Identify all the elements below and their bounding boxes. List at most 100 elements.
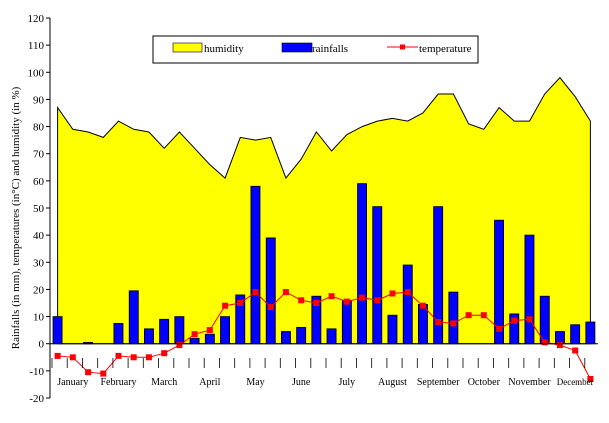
temperature-line-layer <box>54 289 594 382</box>
rainfall-bar <box>189 337 200 345</box>
rainfall-bar <box>555 331 565 345</box>
month-label: February <box>100 377 136 388</box>
rainfall-bar <box>113 322 124 345</box>
rainfall-bar <box>570 324 581 345</box>
y-axis-title: Rainfalls (in mm), temperatures (in°C) a… <box>10 86 22 349</box>
temperature-point <box>328 293 335 300</box>
y-tick-label: 50 <box>33 203 45 215</box>
legend: humidity rainfalls temperature <box>152 35 479 64</box>
humidity-area-layer <box>57 76 591 345</box>
rainfall-bar <box>280 331 291 345</box>
temperature-point <box>556 342 563 349</box>
y-tick-label: 120 <box>28 13 45 25</box>
rainfall-bar <box>52 316 63 345</box>
rainfall-bar <box>585 321 596 345</box>
temperature-point <box>176 342 183 349</box>
legend-swatch-humidity <box>172 42 203 53</box>
y-tick-label: 30 <box>33 257 45 269</box>
y-tick-label: 110 <box>28 40 45 52</box>
rainfall-bar <box>220 316 231 345</box>
legend-swatch-rainfalls <box>281 42 313 53</box>
temperature-point <box>496 325 503 332</box>
rainfall-bar <box>204 333 215 345</box>
temperature-point <box>222 302 229 309</box>
temperature-point <box>511 317 518 324</box>
legend-label-temperature: temperature <box>419 43 472 55</box>
month-label: December <box>557 377 594 387</box>
temperature-point <box>191 331 198 338</box>
month-label: March <box>151 377 177 388</box>
temperature-point <box>298 297 305 304</box>
rainfall-bar <box>417 303 428 345</box>
y-tick-label: -10 <box>29 366 44 378</box>
temperature-point <box>282 289 289 296</box>
month-label: August <box>378 377 407 388</box>
legend-marker-temperature <box>400 44 405 50</box>
temperature-point <box>85 369 92 376</box>
temperature-point <box>313 300 320 306</box>
rainfall-bar <box>448 291 459 345</box>
rainfall-bar <box>265 237 276 345</box>
month-label: January <box>57 377 88 388</box>
axes: -20 -10 0 10 20 30 40 50 60 70 80 90 100 110 120 Januar… <box>28 13 598 405</box>
temperature-point <box>435 319 442 325</box>
rainfall-bar <box>539 295 550 345</box>
month-label: September <box>417 377 460 388</box>
rainfall-bar <box>250 185 261 345</box>
temperature-point <box>115 352 122 359</box>
rainfall-bar <box>402 264 413 345</box>
legend-label-humidity: humidity <box>204 43 244 55</box>
rainfall-bar <box>128 290 139 345</box>
temperature-point <box>69 354 76 361</box>
rainfall-bar <box>357 183 368 345</box>
month-label: October <box>468 377 501 388</box>
y-tick-label: 40 <box>33 230 45 242</box>
month-label: November <box>508 377 551 388</box>
temperature-point <box>100 370 107 377</box>
rainfall-bar <box>387 314 398 345</box>
temperature-point <box>161 350 168 357</box>
temperature-point <box>572 347 579 354</box>
temperature-point <box>389 290 396 297</box>
y-tick-label: 90 <box>33 94 45 106</box>
rainfall-bar <box>159 318 170 345</box>
temperature-point <box>419 302 426 309</box>
month-label: May <box>246 377 264 388</box>
temperature-point <box>526 316 533 323</box>
legend-label-rainfalls: rainfalls <box>312 43 348 55</box>
y-tick-label: 80 <box>33 122 45 134</box>
y-tick-label: 70 <box>33 149 45 161</box>
y-tick-label: -20 <box>29 393 44 405</box>
temperature-point <box>343 298 350 305</box>
humidity-area <box>57 76 591 345</box>
temperature-point <box>206 327 213 334</box>
rainfall-bar <box>494 219 505 345</box>
rainfall-bar <box>326 328 337 345</box>
temperature-point <box>465 312 472 319</box>
temperature-point <box>252 289 259 296</box>
temperature-point <box>541 339 548 346</box>
temperature-point <box>237 300 244 306</box>
y-tick-label: 0 <box>39 339 45 351</box>
month-label: April <box>199 377 220 388</box>
temperature-point <box>587 376 594 382</box>
rainfall-bar <box>372 206 383 345</box>
temperature-point <box>450 320 457 327</box>
rainfall-bar <box>143 328 154 345</box>
temperature-point <box>404 289 411 296</box>
temperature-point <box>374 297 381 304</box>
temperature-point <box>267 304 274 311</box>
month-label: June <box>292 377 311 388</box>
y-tick-label: 10 <box>33 312 45 324</box>
temperature-point <box>359 294 366 301</box>
y-tick-label: 60 <box>33 176 45 188</box>
temperature-point <box>54 352 61 359</box>
y-tick-label: 100 <box>28 67 45 79</box>
rainfall-bar <box>296 326 307 345</box>
rainfall-bar <box>341 299 352 345</box>
temperature-point <box>130 354 137 361</box>
month-label: July <box>338 377 355 388</box>
y-tick-label: 20 <box>33 284 45 296</box>
rainfall-bar <box>174 316 185 345</box>
